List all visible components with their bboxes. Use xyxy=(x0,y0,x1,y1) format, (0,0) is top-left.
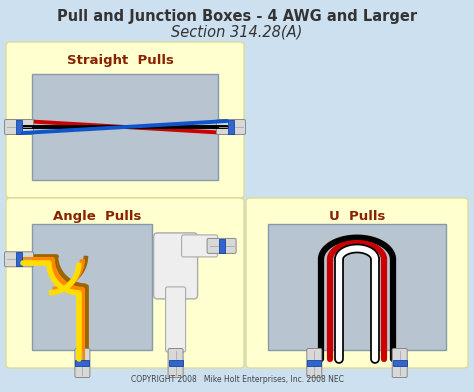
FancyBboxPatch shape xyxy=(207,238,236,253)
FancyBboxPatch shape xyxy=(168,348,183,377)
Bar xyxy=(228,120,234,134)
FancyBboxPatch shape xyxy=(6,42,244,198)
FancyBboxPatch shape xyxy=(4,252,34,267)
Bar xyxy=(16,252,22,266)
Text: Straight  Pulls: Straight Pulls xyxy=(67,53,174,67)
FancyBboxPatch shape xyxy=(6,198,244,368)
Bar xyxy=(75,360,90,366)
FancyBboxPatch shape xyxy=(182,235,218,257)
Text: Section 314.28(A): Section 314.28(A) xyxy=(171,25,303,40)
FancyBboxPatch shape xyxy=(154,233,198,299)
FancyBboxPatch shape xyxy=(246,198,468,368)
FancyBboxPatch shape xyxy=(75,348,90,377)
Bar xyxy=(307,360,321,366)
Text: Pull and Junction Boxes - 4 AWG and Larger: Pull and Junction Boxes - 4 AWG and Larg… xyxy=(57,9,417,24)
Bar xyxy=(16,120,22,134)
FancyBboxPatch shape xyxy=(392,348,407,377)
Text: U  Pulls: U Pulls xyxy=(329,209,385,223)
Bar xyxy=(219,239,225,253)
FancyBboxPatch shape xyxy=(217,120,246,134)
Bar xyxy=(32,74,218,180)
Text: COPYRIGHT 2008   Mike Holt Enterprises, Inc. 2008 NEC: COPYRIGHT 2008 Mike Holt Enterprises, In… xyxy=(130,375,344,384)
FancyBboxPatch shape xyxy=(165,287,186,352)
Bar xyxy=(169,360,182,366)
Bar xyxy=(393,360,407,366)
Bar xyxy=(32,224,152,350)
Bar xyxy=(268,224,446,350)
FancyBboxPatch shape xyxy=(4,120,34,134)
Text: Angle  Pulls: Angle Pulls xyxy=(53,209,142,223)
FancyBboxPatch shape xyxy=(307,348,322,377)
